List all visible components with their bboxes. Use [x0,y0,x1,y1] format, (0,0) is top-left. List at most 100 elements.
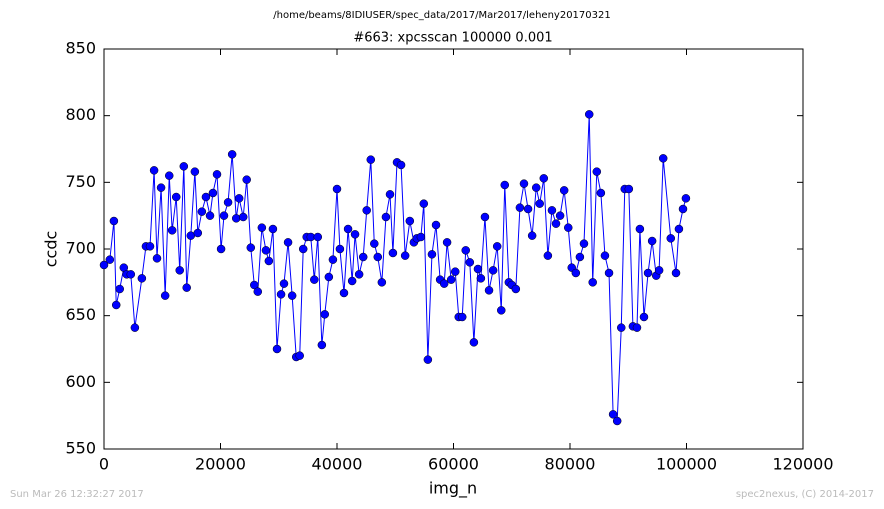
data-point [473,264,483,274]
data-point [182,283,191,292]
data-point [592,167,602,176]
y-tick-label: 850 [65,39,96,58]
data-point [99,260,109,270]
x-tick-label: 20000 [195,455,246,474]
data-point [130,323,140,332]
data-point [484,286,494,295]
data-point [246,243,256,252]
data-point [492,242,502,251]
data-point [231,214,241,223]
data-point [219,211,229,220]
data-point [450,267,460,276]
plot-frame [103,48,804,450]
data-point [388,248,398,258]
data-point [564,223,573,232]
data-point [612,416,622,426]
data-point [272,344,282,354]
data-point [317,340,327,350]
data-point [547,206,557,215]
data-point [446,275,456,284]
data-point [208,188,218,198]
data-point [674,224,684,234]
footer-timestamp: Sun Mar 26 12:32:27 2017 [10,489,144,500]
data-point [439,279,449,288]
data-point [608,410,618,419]
data-point [617,323,626,332]
data-point [362,206,371,215]
data-point [264,256,274,266]
data-point [600,251,610,260]
data-point [500,180,510,190]
data-point [400,251,410,260]
y-axis-label: ccdc [42,231,61,268]
data-point [193,228,203,238]
data-point [257,223,267,232]
data-point [442,238,452,247]
data-point [427,250,437,259]
data-point [234,194,244,203]
data-point [145,242,155,251]
data-point [216,244,226,254]
data-point [377,278,387,287]
data-point [268,224,278,234]
data-point [497,306,506,315]
y-tick-label: 700 [65,239,96,258]
data-point [197,207,207,216]
data-point [488,266,498,275]
data-point [261,246,271,255]
data-point [555,211,565,220]
footer-credit: spec2nexus, (C) 2014-2017 [736,489,874,500]
data-point [328,255,338,264]
suptitle: /home/beams/8IDIUSER/spec_data/2017/Mar2… [273,10,610,21]
data-point [523,204,533,214]
data-point [551,219,561,228]
data-point [515,203,525,212]
data-point [531,183,541,192]
data-point [476,274,486,283]
data-point [109,216,119,226]
data-point [335,244,345,254]
y-tick-label: 650 [65,305,96,324]
data-point [658,154,668,163]
data-point [639,312,649,322]
data-point [152,254,162,263]
data-point [604,268,614,278]
data-point [238,212,248,222]
data-point [635,224,645,234]
y-tick-label: 800 [65,105,96,124]
data-point [201,192,211,202]
x-tick-label: 120000 [772,455,833,474]
data-point [105,255,115,264]
data-point [276,290,286,299]
data-point [332,184,342,194]
y-tick-label: 600 [65,372,96,391]
data-point [416,232,426,242]
data-point [111,300,121,310]
data-point [167,226,177,235]
data-point [175,266,184,275]
x-tick-label: 40000 [312,455,363,474]
data-point [423,355,433,364]
data-point [419,199,429,208]
x-tick-label: 80000 [545,455,596,474]
data-point [373,252,383,262]
data-point [205,211,215,220]
data-point [343,224,353,234]
data-point [179,162,189,171]
data-point [579,239,589,248]
data-point [671,268,681,278]
data-point [654,266,664,275]
data-point [584,110,594,119]
data-point [457,312,467,322]
data-point [126,270,136,279]
x-tick-label: 0 [99,455,109,474]
x-tick-label: 100000 [656,455,717,474]
data-point [283,238,293,247]
data-point [519,179,529,188]
data-point [190,167,200,176]
data-point [647,236,657,246]
data-point [339,288,349,298]
data-point [405,216,415,226]
data-point [575,252,585,262]
